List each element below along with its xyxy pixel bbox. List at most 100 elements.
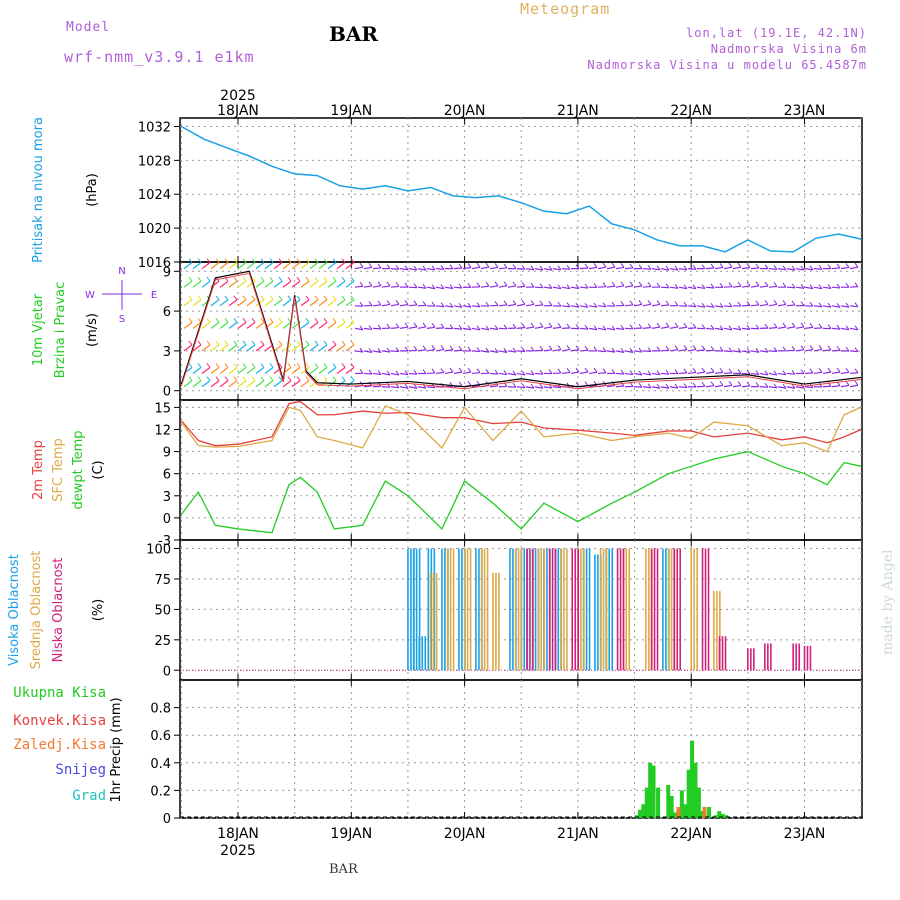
wind-barb (570, 286, 580, 290)
wind-barb (746, 325, 751, 330)
precip-legend-1: Konvek.Kisa (13, 713, 106, 729)
wind-barb (579, 327, 589, 330)
wind-barb (386, 370, 391, 376)
wind-barb (773, 383, 778, 389)
y-tick-label: 6 (163, 305, 171, 320)
wind-barb (602, 262, 607, 268)
wind-barb (714, 371, 724, 375)
wind-barb (575, 264, 580, 269)
wind-barb (341, 318, 346, 323)
wind-barb (755, 382, 760, 387)
wind-barb (287, 258, 292, 263)
wind-barb (422, 369, 427, 374)
wind-barb (395, 323, 400, 328)
wind-barb (647, 323, 652, 328)
wind-barb (512, 382, 517, 388)
wind-barb (363, 385, 373, 388)
wind-barb (467, 381, 472, 386)
wind-barb (228, 321, 238, 329)
wind-barb (782, 383, 787, 389)
wind-barb (849, 327, 859, 331)
wind-barb (224, 376, 229, 382)
wind-barb (579, 286, 589, 289)
wind-barb (471, 372, 481, 375)
wind-barb (377, 263, 382, 269)
wind-barb (696, 305, 706, 308)
wind-barb (548, 301, 553, 306)
wind-barb (228, 262, 238, 270)
wind-barb (201, 321, 211, 329)
wind-barb (759, 350, 769, 353)
wind-barb (606, 266, 616, 270)
wind-barb (629, 281, 634, 287)
wind-barb (534, 304, 544, 307)
wind-barb (507, 372, 517, 376)
wind-barb (476, 302, 481, 308)
wind-barb (773, 299, 778, 305)
wind-barb (710, 367, 715, 373)
wind-barb (854, 282, 859, 287)
wind-barb (836, 263, 841, 269)
year-label-top: 2025 (220, 88, 256, 104)
wind-barb (386, 382, 391, 388)
wind-barb (809, 284, 814, 289)
wind-barb (503, 300, 508, 306)
wind-barb (737, 347, 742, 353)
wind-barb (318, 344, 328, 352)
wind-barb (372, 350, 382, 353)
wind-barb (476, 262, 481, 268)
wind-barb (723, 350, 733, 353)
wind-barb (318, 380, 328, 388)
wind-barb (530, 265, 535, 271)
wind-barb (489, 372, 499, 375)
wind-barb (345, 299, 355, 307)
wind-barb (620, 263, 625, 268)
precip-bar (702, 806, 707, 818)
wind-barb (512, 347, 517, 353)
wind-barb (849, 384, 859, 388)
wind-barb (273, 321, 283, 329)
wind-barb (516, 386, 526, 389)
wind-barb (629, 324, 634, 330)
wind-barb (611, 262, 616, 268)
wind-barb (849, 305, 859, 308)
wind-barb (728, 262, 733, 268)
wind-barb (678, 386, 688, 389)
wind-barb (287, 363, 292, 368)
wind-barb (359, 347, 364, 353)
wind-barb (471, 305, 481, 308)
wind-barb (309, 366, 319, 374)
wind-barb (804, 326, 814, 329)
temp-line-2 (180, 450, 862, 534)
wind-barb (674, 322, 679, 328)
wind-barb (449, 264, 454, 269)
wind-barb (665, 322, 670, 328)
wind-barb (278, 318, 283, 323)
wind-barb (561, 371, 571, 375)
wind-barb (246, 380, 256, 388)
wind-barb (368, 348, 373, 353)
y-tick-label: 75 (154, 573, 171, 588)
wind-barb (732, 285, 742, 288)
wind-barb (543, 386, 553, 389)
wind-barb (804, 386, 814, 389)
wind-barb (318, 366, 328, 374)
wind-barb (404, 370, 409, 376)
wind-barb (188, 295, 193, 301)
wind-barb (548, 369, 553, 374)
wind-barb (296, 376, 301, 382)
wind-barb (638, 370, 643, 376)
wind-barb (237, 380, 247, 388)
wind-barb (786, 349, 796, 352)
wind-barb (485, 262, 490, 268)
wind-barb (615, 350, 625, 353)
wind-barb (251, 340, 256, 346)
wind-barb (237, 344, 247, 352)
wind-barb (408, 304, 418, 307)
wind-barb (327, 262, 337, 270)
wind-barb (791, 383, 796, 389)
wind-barb (647, 370, 652, 376)
wind-barb (426, 386, 436, 389)
wind-barb (746, 281, 751, 287)
wind-barb (629, 300, 634, 306)
